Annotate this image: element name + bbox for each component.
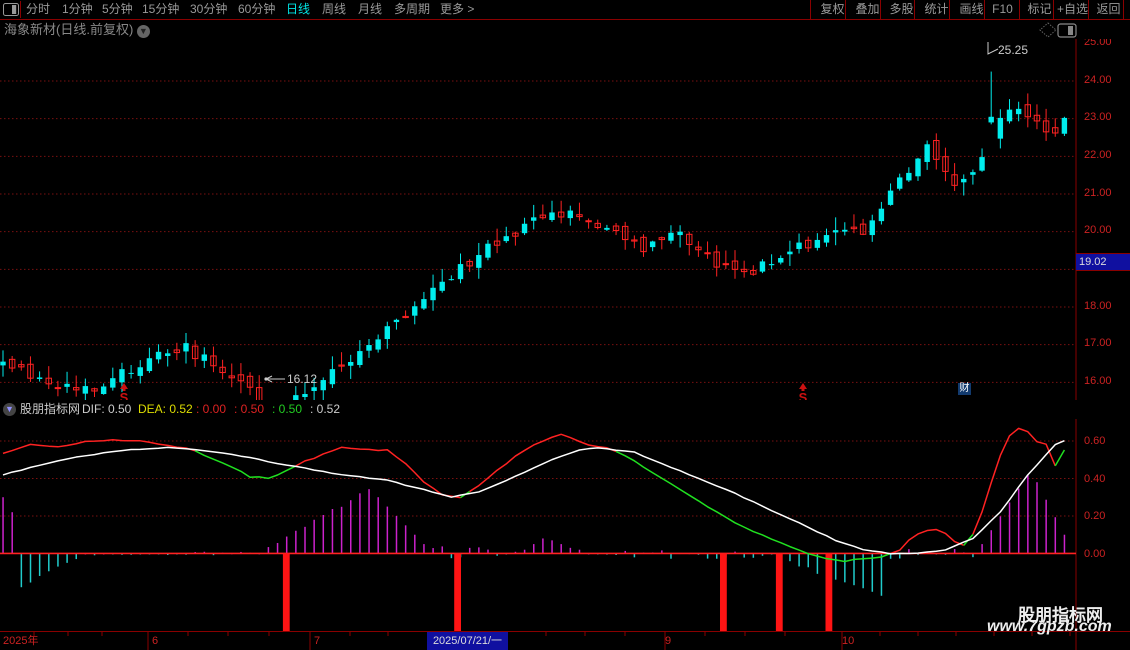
svg-text:S: S [799,390,808,400]
svg-text:S: S [120,390,129,400]
